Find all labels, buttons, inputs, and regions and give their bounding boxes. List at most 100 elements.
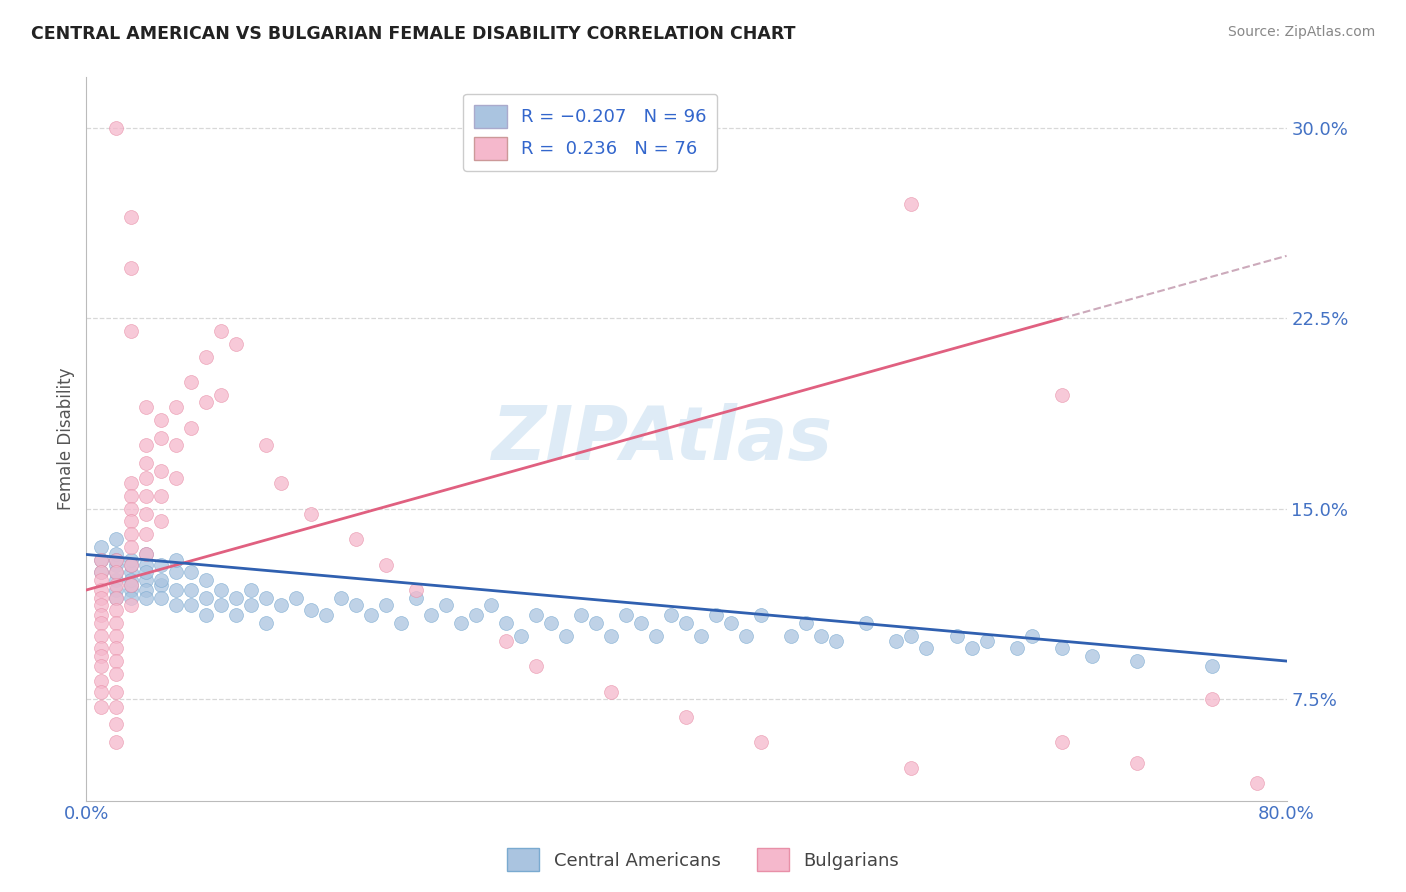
Point — [135, 591, 157, 605]
Point — [120, 527, 142, 541]
Point — [120, 540, 142, 554]
Point — [645, 629, 668, 643]
Point — [810, 629, 832, 643]
Point — [105, 654, 128, 668]
Point — [195, 395, 218, 409]
Point — [960, 641, 983, 656]
Point — [135, 548, 157, 562]
Point — [135, 489, 157, 503]
Point — [90, 573, 112, 587]
Point — [540, 615, 562, 630]
Point — [1125, 756, 1147, 770]
Point — [135, 566, 157, 580]
Point — [90, 629, 112, 643]
Point — [886, 633, 908, 648]
Point — [900, 197, 922, 211]
Point — [90, 699, 112, 714]
Point — [270, 476, 292, 491]
Point — [150, 489, 173, 503]
Point — [90, 591, 112, 605]
Legend: Central Americans, Bulgarians: Central Americans, Bulgarians — [499, 841, 907, 879]
Point — [1005, 641, 1028, 656]
Point — [180, 566, 202, 580]
Point — [344, 533, 367, 547]
Point — [1050, 641, 1073, 656]
Text: ZIPAtlas: ZIPAtlas — [492, 402, 832, 475]
Point — [90, 582, 112, 597]
Point — [720, 615, 742, 630]
Point — [120, 260, 142, 275]
Point — [1080, 648, 1102, 663]
Point — [900, 629, 922, 643]
Point — [180, 599, 202, 613]
Point — [105, 629, 128, 643]
Point — [120, 566, 142, 580]
Point — [555, 629, 578, 643]
Point — [105, 666, 128, 681]
Point — [105, 566, 128, 580]
Point — [90, 659, 112, 673]
Point — [90, 552, 112, 566]
Point — [120, 573, 142, 587]
Point — [105, 735, 128, 749]
Point — [150, 515, 173, 529]
Point — [105, 552, 128, 566]
Point — [195, 608, 218, 623]
Point — [195, 573, 218, 587]
Point — [165, 552, 187, 566]
Point — [105, 573, 128, 587]
Point — [675, 615, 697, 630]
Point — [420, 608, 443, 623]
Point — [195, 591, 218, 605]
Point — [405, 582, 427, 597]
Point — [120, 582, 142, 597]
Point — [1050, 387, 1073, 401]
Point — [135, 573, 157, 587]
Point — [135, 582, 157, 597]
Point — [479, 599, 502, 613]
Point — [510, 629, 533, 643]
Point — [600, 629, 623, 643]
Point — [120, 210, 142, 224]
Point — [180, 420, 202, 434]
Point — [360, 608, 382, 623]
Point — [465, 608, 488, 623]
Point — [165, 566, 187, 580]
Point — [120, 578, 142, 592]
Point — [150, 558, 173, 572]
Point — [180, 582, 202, 597]
Point — [105, 548, 128, 562]
Point — [105, 684, 128, 698]
Y-axis label: Female Disability: Female Disability — [58, 368, 75, 510]
Point — [165, 471, 187, 485]
Point — [120, 476, 142, 491]
Point — [135, 558, 157, 572]
Point — [600, 684, 623, 698]
Point — [135, 527, 157, 541]
Point — [165, 401, 187, 415]
Point — [165, 599, 187, 613]
Point — [120, 515, 142, 529]
Point — [90, 552, 112, 566]
Point — [120, 578, 142, 592]
Point — [120, 558, 142, 572]
Point — [90, 615, 112, 630]
Point — [495, 615, 517, 630]
Point — [706, 608, 728, 623]
Point — [855, 615, 877, 630]
Point — [915, 641, 938, 656]
Point — [120, 489, 142, 503]
Point — [1246, 776, 1268, 790]
Point — [105, 558, 128, 572]
Point — [571, 608, 593, 623]
Point — [405, 591, 427, 605]
Point — [90, 566, 112, 580]
Point — [135, 548, 157, 562]
Point — [105, 591, 128, 605]
Point — [150, 431, 173, 445]
Point — [330, 591, 353, 605]
Point — [135, 438, 157, 452]
Point — [120, 558, 142, 572]
Point — [135, 507, 157, 521]
Point — [675, 710, 697, 724]
